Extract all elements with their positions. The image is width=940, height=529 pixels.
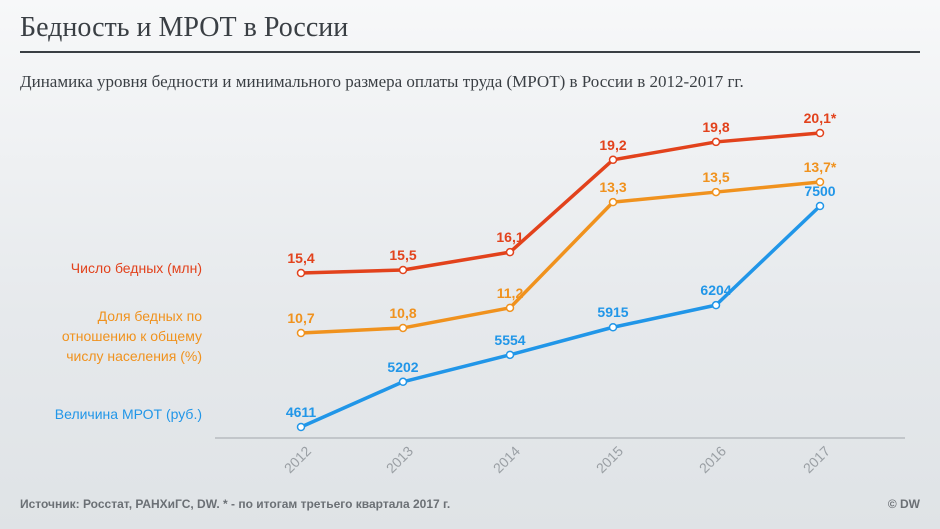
data-label-poor-count-2013: 15,5 <box>389 247 416 263</box>
copyright-credit: © DW <box>887 497 920 511</box>
legend-mrot: Величина МРОТ (руб.) <box>54 406 202 422</box>
data-point-poor-count-2016 <box>711 137 721 147</box>
data-point-poor-share-2015 <box>608 197 618 207</box>
data-point-poor-count-2015 <box>608 155 618 165</box>
data-label-mrot-2017: 7500 <box>804 183 835 199</box>
data-label-poor-count-2016: 19,8 <box>702 119 729 135</box>
data-label-poor-count-2014: 16,1 <box>496 229 523 245</box>
data-label-poor-share-2015: 13,3 <box>599 179 626 195</box>
data-label-mrot-2014: 5554 <box>494 332 525 348</box>
data-label-poor-share-2016: 13,5 <box>702 169 729 185</box>
data-label-poor-count-2017: 20,1* <box>804 110 837 126</box>
data-label-poor-count-2012: 15,4 <box>287 250 314 266</box>
legend-poor-share-line-2: отношению к общему <box>61 328 202 344</box>
data-point-poor-count-2012 <box>296 268 306 278</box>
data-label-poor-share-2014: 11,2 <box>497 285 524 301</box>
legend-poor-share-line-1: Доля бедных по <box>97 308 202 324</box>
data-point-mrot-2015 <box>608 322 618 332</box>
x-tick-label-2014: 2014 <box>490 443 523 476</box>
data-point-poor-share-2016 <box>711 187 721 197</box>
legend-poor-share-line-3: числу населения (%) <box>66 348 202 364</box>
chart-subtitle: Динамика уровня бедности и минимального … <box>20 72 744 91</box>
chart-title: Бедность и МРОТ в России <box>20 12 349 43</box>
data-point-mrot-2017 <box>815 201 825 211</box>
data-label-poor-share-2017: 13,7* <box>804 159 837 175</box>
data-label-mrot-2012: 4611 <box>286 404 317 420</box>
data-point-poor-share-2017 <box>815 177 825 187</box>
x-tick-label-2017: 2017 <box>800 443 833 476</box>
data-label-poor-count-2015: 19,2 <box>599 137 626 153</box>
x-tick-label-2012: 2012 <box>281 443 314 476</box>
series-line-poor-share <box>299 180 822 335</box>
data-label-poor-share-2013: 10,8 <box>389 305 416 321</box>
data-point-mrot-2013 <box>398 377 408 387</box>
data-point-poor-count-2014 <box>505 247 515 257</box>
data-point-poor-count-2017 <box>815 128 825 138</box>
title-divider <box>20 51 920 53</box>
series-line-mrot <box>299 204 822 429</box>
data-point-mrot-2012 <box>296 422 306 432</box>
data-label-mrot-2013: 5202 <box>387 359 418 375</box>
series-line-poor-count <box>299 131 822 275</box>
data-label-mrot-2016: 6204 <box>700 282 731 298</box>
data-label-mrot-2015: 5915 <box>597 304 628 320</box>
data-point-poor-share-2012 <box>296 328 306 338</box>
x-tick-label-2013: 2013 <box>383 443 416 476</box>
data-point-poor-share-2014 <box>505 303 515 313</box>
data-point-poor-count-2013 <box>398 265 408 275</box>
x-tick-label-2016: 2016 <box>696 443 729 476</box>
legend-poor-share: Доля бедных по отношению к общему числу … <box>62 306 202 366</box>
x-tick-label-2015: 2015 <box>593 443 626 476</box>
data-label-poor-share-2012: 10,7 <box>287 310 314 326</box>
source-note: Источник: Росстат, РАНХиГС, DW. * - по и… <box>20 497 451 511</box>
data-point-mrot-2014 <box>505 350 515 360</box>
data-point-poor-share-2013 <box>398 323 408 333</box>
data-point-mrot-2016 <box>711 300 721 310</box>
legend-poor-count: Число бедных (млн) <box>70 260 202 276</box>
